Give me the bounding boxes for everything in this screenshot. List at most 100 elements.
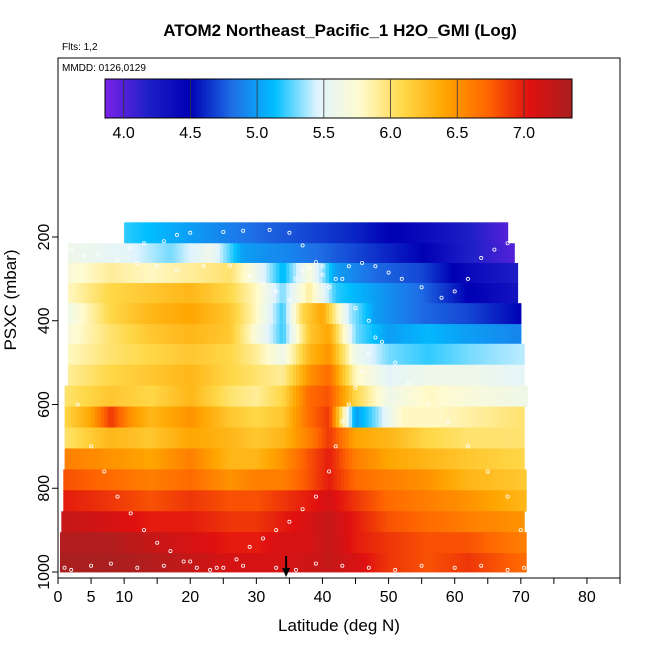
heatmap-cell [436, 532, 441, 554]
heatmap-cell [206, 262, 211, 284]
track-point [135, 565, 140, 570]
heatmap-cell [163, 511, 168, 533]
heatmap-cell [241, 490, 246, 512]
track-point [181, 559, 186, 564]
heatmap-cell [190, 448, 195, 470]
colorbar-segment [271, 79, 275, 118]
colorbar-segment [341, 79, 345, 118]
heatmap-cell [134, 448, 138, 470]
heatmap-cell [403, 490, 408, 512]
heatmap-cell [411, 262, 416, 284]
layer-band [67, 343, 525, 366]
colorbar-tick-label: 4.5 [179, 125, 201, 142]
heatmap-cell [430, 490, 435, 512]
heatmap-cell [289, 385, 294, 407]
heatmap-cell [365, 324, 370, 345]
heatmap-cell [190, 243, 195, 264]
heatmap-cell [124, 303, 129, 325]
heatmap-cell [193, 324, 198, 345]
heatmap-cell [464, 243, 469, 264]
heatmap-cell [441, 303, 446, 325]
heatmap-cell [61, 511, 66, 533]
heatmap-cell [106, 469, 111, 491]
heatmap-cell [362, 343, 367, 366]
heatmap-cell [206, 283, 211, 304]
heatmap-cell [451, 324, 456, 345]
heatmap-cell [365, 243, 370, 264]
heatmap-cell [438, 448, 443, 470]
heatmap-cell [426, 490, 431, 512]
heatmap-cell [223, 283, 228, 304]
heatmap-cell [299, 222, 304, 244]
heatmap-cell [225, 469, 230, 491]
heatmap-cell [335, 427, 340, 449]
heatmap-cell [255, 553, 259, 573]
heatmap-cell [124, 511, 129, 533]
heatmap-cell [289, 343, 294, 366]
track-point [399, 276, 404, 281]
heatmap-cell [364, 490, 369, 512]
heatmap-cell [233, 406, 238, 428]
heatmap-cell [464, 427, 469, 449]
heatmap-cell [203, 427, 208, 449]
heatmap-cell [352, 406, 357, 428]
heatmap-cell [136, 553, 140, 573]
heatmap-cell [512, 553, 517, 573]
heatmap-cell [370, 490, 375, 512]
track-point [260, 281, 265, 286]
heatmap-cell [87, 343, 92, 366]
heatmap-cell [395, 262, 400, 284]
heatmap-cell [219, 303, 224, 325]
heatmap-cell [193, 222, 198, 244]
heatmap-cell [516, 553, 521, 573]
heatmap-cell [433, 532, 438, 554]
heatmap-cell [216, 364, 221, 387]
heatmap-cell [210, 243, 214, 264]
heatmap-cell [375, 385, 380, 407]
heatmap-cell [319, 511, 324, 533]
heatmap-cell [381, 427, 386, 449]
heatmap-cell [466, 532, 471, 554]
heatmap-cell [385, 406, 390, 428]
heatmap-cell [292, 448, 297, 470]
colorbar-segment [134, 79, 138, 118]
heatmap-cell [355, 448, 360, 470]
heatmap-cell [213, 364, 218, 387]
heatmap-cell [398, 262, 403, 284]
heatmap-cell [360, 469, 365, 491]
heatmap-cell [216, 262, 221, 284]
heatmap-cell [239, 343, 244, 366]
heatmap-cell [484, 243, 489, 264]
heatmap-cell [81, 448, 86, 470]
heatmap-cell [120, 303, 125, 325]
heatmap-cell [81, 364, 86, 387]
heatmap-cell [327, 490, 332, 512]
heatmap-cell [454, 283, 459, 304]
heatmap-cell [180, 343, 185, 366]
heatmap-cell [239, 222, 244, 244]
heatmap-cell [229, 243, 234, 264]
heatmap-cell [140, 283, 145, 304]
heatmap-cell [347, 532, 352, 554]
heatmap-cell [466, 553, 471, 573]
x-tick-label: 5 [87, 589, 96, 606]
heatmap-cell [467, 324, 472, 345]
heatmap-cell [314, 532, 319, 554]
heatmap-cell [335, 283, 340, 304]
heatmap-cell [127, 222, 132, 244]
heatmap-cell [110, 243, 115, 264]
heatmap-cell [430, 532, 435, 554]
colorbar-segment [513, 79, 518, 118]
heatmap-cell [347, 490, 352, 512]
heatmap-cell [411, 222, 416, 244]
heatmap-cell [398, 222, 403, 244]
heatmap-cell [398, 364, 403, 387]
heatmap-cell [487, 385, 492, 407]
track-point [366, 565, 371, 570]
heatmap-cell [233, 385, 238, 407]
heatmap-cell [463, 469, 468, 491]
heatmap-cell [276, 303, 281, 325]
heatmap-cell [319, 243, 324, 264]
heatmap-cell [375, 427, 380, 449]
heatmap-cell [381, 448, 386, 470]
